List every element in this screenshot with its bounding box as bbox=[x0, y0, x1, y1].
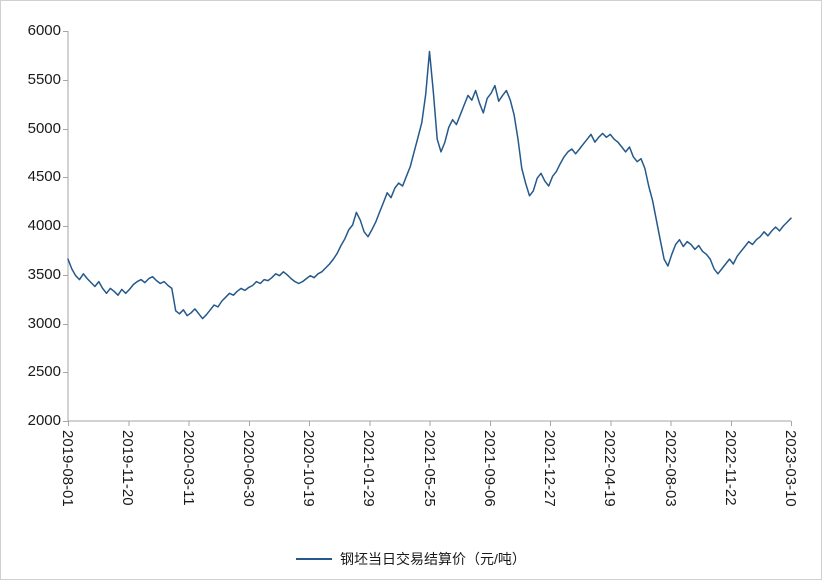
x-tick-label: 2020-10-19 bbox=[300, 430, 317, 507]
y-tick-label: 6000 bbox=[27, 22, 61, 39]
y-tick-label: 2500 bbox=[27, 363, 61, 381]
legend-label: 钢坯当日交易结算价（元/吨） bbox=[340, 551, 526, 567]
x-tick-label: 2022-08-03 bbox=[661, 430, 679, 507]
y-tick-label: 4000 bbox=[27, 217, 61, 234]
x-tick-label: 2021-12-27 bbox=[541, 430, 558, 507]
legend: 钢坯当日交易结算价（元/吨） bbox=[1, 549, 821, 569]
x-tick-label: 2023-03-10 bbox=[782, 430, 799, 507]
x-tick-label: 2022-11-22 bbox=[721, 430, 739, 506]
y-tick-label: 3500 bbox=[27, 265, 61, 283]
x-tick-label: 2020-03-11 bbox=[179, 430, 197, 506]
x-tick-label: 2019-11-20 bbox=[119, 430, 137, 506]
y-tick-label: 4500 bbox=[27, 168, 61, 186]
x-tick-label: 2021-05-25 bbox=[420, 430, 438, 507]
price-line bbox=[67, 50, 792, 320]
x-tick-label: 2020-06-30 bbox=[239, 430, 257, 507]
x-tick-label: 2021-01-29 bbox=[360, 430, 378, 507]
legend-line-swatch bbox=[296, 558, 333, 560]
y-tick-label: 3000 bbox=[27, 314, 61, 332]
y-tick-label: 5000 bbox=[27, 119, 61, 137]
x-tick-label: 2019-08-01 bbox=[59, 430, 76, 507]
y-tick-label: 5500 bbox=[27, 70, 61, 88]
x-tick-label: 2021-09-06 bbox=[480, 430, 498, 507]
x-tick-label: 2022-04-19 bbox=[601, 430, 619, 507]
y-tick-label: 2000 bbox=[27, 412, 61, 429]
